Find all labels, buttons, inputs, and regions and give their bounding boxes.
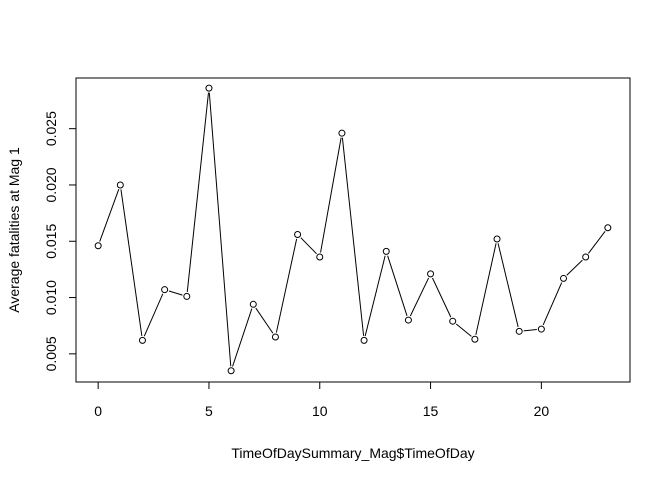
series-line-segment xyxy=(387,255,408,316)
series-line-segment xyxy=(320,137,342,253)
data-point xyxy=(116,181,124,189)
series-line-segment xyxy=(587,231,606,254)
data-point xyxy=(604,224,612,232)
series-line-segment xyxy=(300,237,317,255)
plot-box xyxy=(75,77,631,383)
data-point xyxy=(582,253,590,261)
data-point xyxy=(537,325,545,333)
series-line-segment xyxy=(99,189,120,242)
data-point xyxy=(449,317,457,325)
data-point xyxy=(338,129,346,137)
y-tick-label: 0.015 xyxy=(43,224,59,259)
data-point xyxy=(94,242,102,250)
y-tick-label: 0.010 xyxy=(43,280,59,315)
x-tick-label: 5 xyxy=(205,403,213,419)
y-tick-label: 0.020 xyxy=(43,167,59,202)
y-axis-label: Average fatalities at Mag 1 xyxy=(6,147,22,313)
data-point xyxy=(316,253,324,261)
series-line-segment xyxy=(275,238,298,333)
series-line-segment xyxy=(143,293,164,337)
series-line-segment xyxy=(409,277,430,317)
data-point xyxy=(404,316,412,324)
data-point xyxy=(471,335,479,343)
series-line-segment xyxy=(255,307,274,334)
series-line-segment xyxy=(364,255,386,337)
y-tick-label: 0.025 xyxy=(43,111,59,146)
series-line-segment xyxy=(497,243,519,328)
series-line-segment xyxy=(208,92,232,367)
data-point xyxy=(183,292,191,300)
x-axis-label: TimeOfDaySummary_Mag$TimeOfDay xyxy=(231,445,474,461)
x-axis: 0 5 10 15 20 xyxy=(94,381,550,419)
series-line-segment xyxy=(455,323,472,337)
data-point xyxy=(360,336,368,344)
series-line-segment xyxy=(341,137,365,336)
series-line-segment xyxy=(120,189,143,336)
series-line-segment xyxy=(186,92,209,293)
data-point xyxy=(427,270,435,278)
series-line-segment xyxy=(168,290,183,296)
data-point xyxy=(249,300,257,308)
y-tick-label: 0.005 xyxy=(43,336,59,371)
x-tick-label: 0 xyxy=(94,403,102,419)
data-point xyxy=(271,333,279,341)
data-point xyxy=(161,286,169,294)
series-line-segment xyxy=(432,277,452,318)
data-point xyxy=(515,327,523,335)
data-point xyxy=(138,336,146,344)
data-point xyxy=(205,84,213,92)
data-point xyxy=(382,247,390,255)
series-line-segment xyxy=(475,243,497,335)
x-tick-label: 20 xyxy=(534,403,550,419)
data-point xyxy=(227,367,235,375)
series-line-segment xyxy=(566,259,583,276)
series-line-segment xyxy=(523,329,537,332)
data-point xyxy=(560,274,568,282)
data-point xyxy=(294,231,302,239)
y-axis: 0.005 0.010 0.015 0.020 0.025 xyxy=(43,111,77,371)
series-line-segment xyxy=(542,282,563,326)
x-tick-label: 15 xyxy=(423,403,439,419)
series-layer xyxy=(94,84,612,375)
data-point xyxy=(493,235,501,243)
x-tick-label: 10 xyxy=(312,403,328,419)
series-line-segment xyxy=(232,308,253,367)
